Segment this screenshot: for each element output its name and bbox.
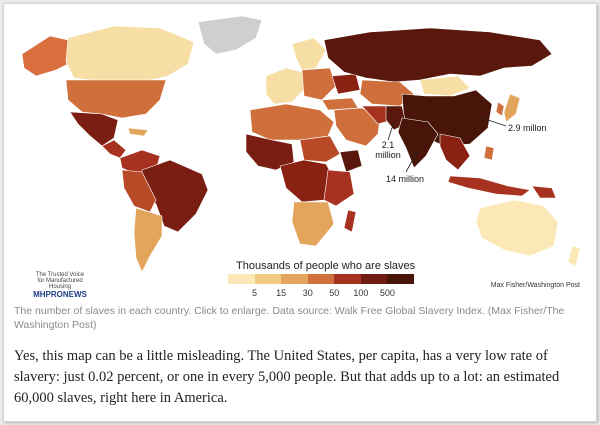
turkey	[321, 97, 359, 111]
east-africa	[323, 169, 355, 207]
ethiopia	[339, 149, 363, 173]
philippines	[483, 145, 495, 161]
australia	[475, 199, 559, 257]
greenland	[197, 15, 263, 55]
legend-swatch-6	[387, 274, 415, 284]
central-america	[101, 139, 127, 159]
southeast-asia	[439, 133, 471, 171]
sudan	[299, 135, 341, 163]
north-africa	[249, 103, 335, 141]
madagascar	[343, 209, 357, 233]
legend-swatch-5	[360, 274, 388, 284]
eastern-europe	[301, 67, 337, 101]
legend-tick-500: 500	[379, 288, 395, 298]
pakistan-leader-line	[387, 121, 395, 141]
legend-swatch-2	[281, 274, 308, 284]
india	[397, 117, 439, 169]
china-leader-line	[481, 117, 507, 127]
image-caption: The number of slaves in each country. Cl…	[14, 305, 565, 331]
legend-tick-30: 30	[302, 288, 313, 298]
legend-tick-5: 5	[252, 288, 258, 298]
india-annotation: 14 million	[386, 174, 425, 184]
legend-title: Thousands of people who are slaves	[236, 260, 416, 272]
argentina-chile	[133, 207, 163, 273]
world-slavery-map[interactable]: 2.9 millon 2.1 million 14 million The Tr…	[10, 10, 590, 299]
papua	[531, 185, 557, 199]
mexico	[69, 111, 119, 147]
indonesia	[447, 175, 531, 197]
usa	[65, 79, 167, 119]
russia	[323, 27, 553, 83]
mhpronews-logo: The Trusted Voice for Manufactured Housi…	[32, 272, 88, 299]
legend-swatch-3	[307, 274, 335, 284]
legend-tick-50: 50	[329, 288, 340, 298]
canada	[65, 25, 195, 83]
legend-color-scale	[228, 274, 415, 284]
legend-tick-100: 100	[353, 288, 369, 298]
mongolia	[419, 75, 471, 97]
scandinavia	[291, 37, 327, 71]
legend-tick-15: 15	[276, 288, 287, 298]
pakistan-annotation-line2: million	[375, 150, 401, 160]
legend-swatch-0	[228, 274, 255, 284]
china-annotation: 2.9 millon	[508, 123, 547, 133]
new-zealand	[567, 245, 581, 267]
alaska	[21, 35, 73, 77]
article-paragraph: Yes, this map can be a little misleading…	[14, 348, 560, 406]
japan	[503, 93, 521, 123]
legend-swatch-4	[334, 274, 361, 284]
ukraine	[331, 73, 361, 95]
pakistan-annotation-line1: 2.1	[381, 140, 395, 150]
logo-tagline: The Trusted Voice for Manufactured Housi…	[35, 272, 85, 290]
logo-wordmark: MHPRONEWS	[33, 290, 87, 299]
legend-swatch-1	[254, 274, 282, 284]
korea	[495, 101, 505, 117]
pakistan-annotation: 2.1 million	[366, 140, 410, 160]
map-credit: Max Fisher/Washington Post	[490, 282, 580, 289]
world-map-svg	[21, 15, 581, 273]
legend-ticks: 5 15 30 50 100 500	[228, 288, 414, 300]
article-frame: 2.9 millon 2.1 million 14 million The Tr…	[3, 3, 597, 422]
caribbean	[127, 127, 149, 137]
india-leader-line	[405, 149, 419, 173]
southern-africa	[291, 201, 335, 247]
western-europe	[265, 67, 305, 105]
